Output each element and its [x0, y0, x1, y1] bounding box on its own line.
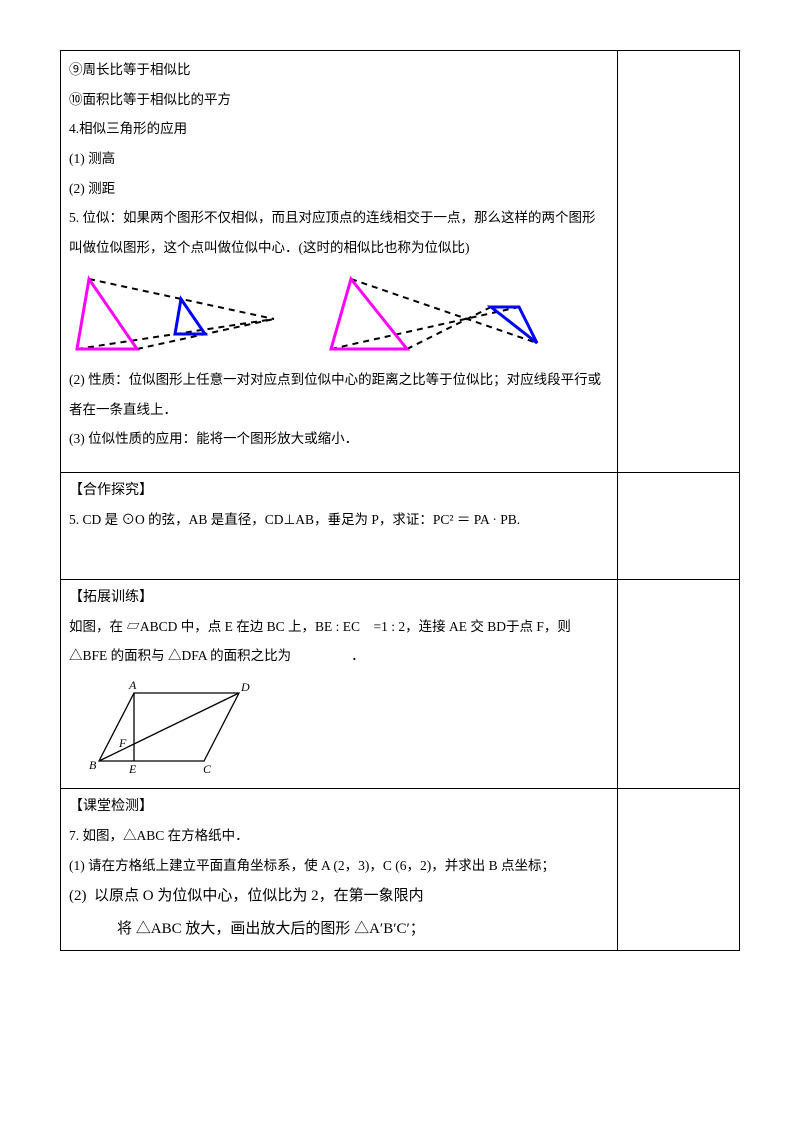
label-D: D [240, 680, 250, 694]
row-section-4: 【课堂检测】 7. 如图，△ABC 在方格纸中． (1) 请在方格纸上建立平面直… [61, 788, 740, 950]
parallelogram-figure: A D B E C F [89, 675, 609, 780]
document-table: ⑨周长比等于相似比 ⑩面积比等于相似比的平方 4.相似三角形的应用 (1) 测高… [60, 50, 740, 951]
p7-2-text: 以原点 O 为位似中心，位似比为 2，在第一象限内 [94, 888, 424, 904]
problem-7-2b: 将 △ABC 放大，画出放大后的图形 △A′B′C′； [69, 913, 609, 946]
p7-2-prefix: (2) [69, 888, 87, 904]
homothety-diagrams [69, 271, 609, 361]
cell-section-1-left: ⑨周长比等于相似比 ⑩面积比等于相似比的平方 4.相似三角形的应用 (1) 测高… [61, 51, 618, 473]
row-section-1: ⑨周长比等于相似比 ⑩面积比等于相似比的平方 4.相似三角形的应用 (1) 测高… [61, 51, 740, 473]
p4-1: (1) 测高 [69, 144, 609, 174]
bullet-perimeter: ⑨周长比等于相似比 [69, 55, 609, 85]
p5-3: (3) 位似性质的应用：能将一个图形放大或缩小． [69, 424, 609, 454]
p5: 5. 位似：如果两个图形不仅相似，而且对应顶点的连线相交于一点，那么这样的两个图… [69, 203, 609, 262]
parallelogram-svg: A D B E C F [89, 675, 259, 775]
label-C: C [203, 762, 212, 775]
problem-7-1: (1) 请在方格纸上建立平面直角坐标系，使 A (2，3)，C (6，2)，并求… [69, 851, 609, 881]
bullet-area: ⑩面积比等于相似比的平方 [69, 85, 609, 115]
cell-section-3-left: 【拓展训练】 如图，在 ▱ABCD 中，点 E 在边 BC 上，BE : EC … [61, 579, 618, 788]
problem-parallelogram: 如图，在 ▱ABCD 中，点 E 在边 BC 上，BE : EC =1 : 2，… [69, 612, 609, 671]
row-section-3: 【拓展训练】 如图，在 ▱ABCD 中，点 E 在边 BC 上，BE : EC … [61, 579, 740, 788]
p5-2: (2) 性质：位似图形上任意一对对应点到位似中心的距离之比等于位似比；对应线段平… [69, 365, 609, 424]
cell-section-1-right [617, 51, 739, 473]
cell-section-3-right [617, 579, 739, 788]
label-A: A [128, 678, 137, 692]
label-F: F [118, 736, 127, 750]
heading-cooperate: 【合作探究】 [69, 477, 609, 505]
period: ． [351, 648, 365, 663]
homothety-diagram-1 [69, 271, 279, 361]
spacer [69, 454, 609, 468]
homothety-diagram-2 [319, 271, 549, 361]
spacer-2 [69, 535, 609, 575]
cell-section-4-left: 【课堂检测】 7. 如图，△ABC 在方格纸中． (1) 请在方格纸上建立平面直… [61, 788, 618, 950]
heading-classtest: 【课堂检测】 [69, 793, 609, 821]
problem-7-2: (2) 以原点 O 为位似中心，位似比为 2，在第一象限内 [69, 880, 609, 913]
cell-section-4-right [617, 788, 739, 950]
p4: 4.相似三角形的应用 [69, 114, 609, 144]
problem-parallelogram-text: 如图，在 ▱ABCD 中，点 E 在边 BC 上，BE : EC =1 : 2，… [69, 619, 571, 664]
cell-section-2-left: 【合作探究】 5. CD 是 ⊙O 的弦，AB 是直径，CD⊥AB，垂足为 P，… [61, 472, 618, 579]
heading-extend: 【拓展训练】 [69, 584, 609, 612]
problem-5: 5. CD 是 ⊙O 的弦，AB 是直径，CD⊥AB，垂足为 P，求证：PC² … [69, 505, 609, 535]
label-E: E [128, 762, 137, 775]
row-section-2: 【合作探究】 5. CD 是 ⊙O 的弦，AB 是直径，CD⊥AB，垂足为 P，… [61, 472, 740, 579]
p4-2: (2) 测距 [69, 174, 609, 204]
cell-section-2-right [617, 472, 739, 579]
label-B: B [89, 758, 97, 772]
problem-7: 7. 如图，△ABC 在方格纸中． [69, 821, 609, 851]
